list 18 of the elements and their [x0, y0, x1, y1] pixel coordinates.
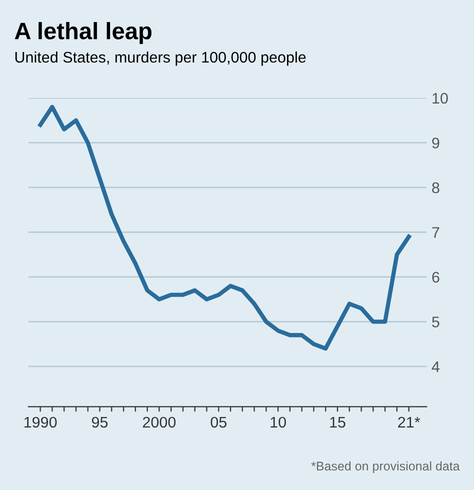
y-tick-label: 6 [432, 272, 440, 283]
y-tick-label: 7 [432, 227, 440, 238]
y-tick-label: 9 [432, 138, 440, 148]
line-series [38, 104, 411, 351]
x-tick-label: 21* [398, 416, 420, 428]
x-tick-label: 15 [330, 416, 346, 428]
text: *Based on provisional data [311, 461, 460, 473]
y-tick-label: 5 [432, 316, 440, 328]
chart-title: A lethal leap [14, 22, 152, 44]
y-tick-label: 10 [432, 92, 448, 104]
x-tick-label: 2000 [142, 416, 176, 428]
x-tick-label: 95 [92, 416, 108, 428]
x-tick-label: 1990 [24, 416, 57, 428]
chart-subtitle: United States, murders per 100,000 people [15, 51, 306, 66]
x-tick-label: 05 [210, 416, 226, 428]
y-tick-label: 4 [432, 361, 440, 372]
y-tick-label: 8 [432, 182, 440, 194]
x-tick-label: 10 [270, 416, 286, 428]
